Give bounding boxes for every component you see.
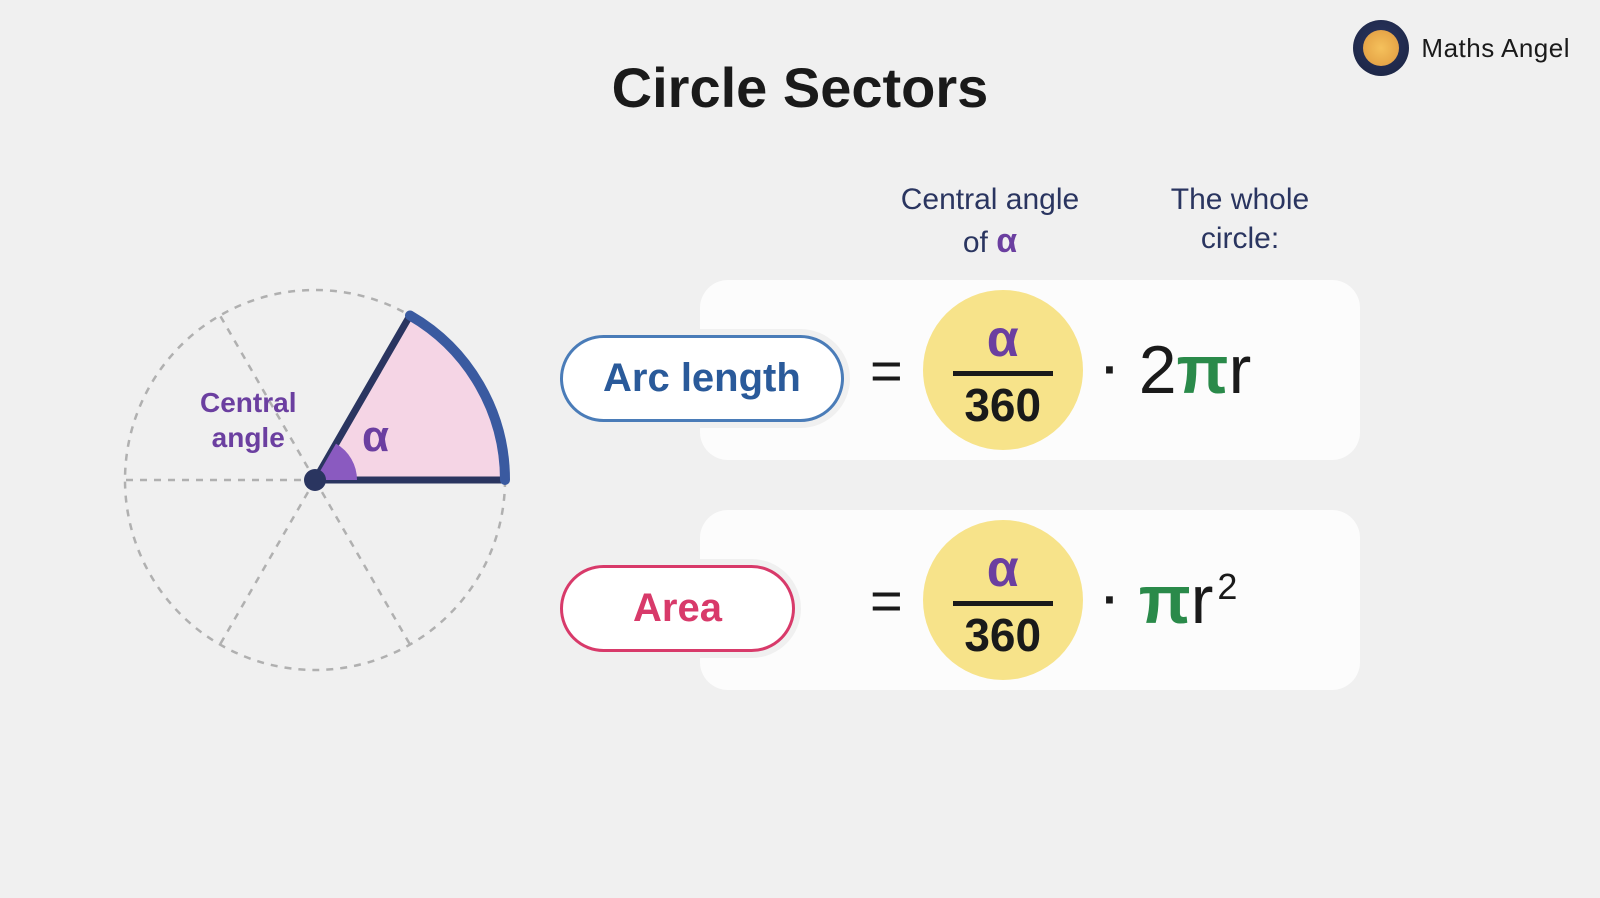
header2-line2: circle: (1201, 222, 1279, 255)
brand-block: Maths Angel (1353, 20, 1570, 76)
arc-rhs: 2πr (1139, 331, 1252, 409)
arc-frac-num: α (987, 313, 1019, 365)
arc-fraction: α 360 (923, 290, 1083, 450)
area-card: = α 360 · πr2 (700, 510, 1360, 690)
page-title: Circle Sectors (612, 55, 989, 120)
header1-line1: Central angle (901, 183, 1079, 216)
center-dot (304, 469, 326, 491)
alpha-label: α (362, 412, 389, 462)
central-angle-label: Central angle (200, 385, 296, 455)
sector-svg (115, 280, 515, 680)
area-pill: Area (560, 565, 795, 652)
area-fraction: α 360 (923, 520, 1083, 680)
column-headers: Central angle of α The whole circle: (880, 180, 1340, 263)
arc-length-pill: Arc length (560, 335, 844, 422)
central-label-line1: Central (200, 387, 296, 418)
arc-pi: π (1177, 331, 1229, 409)
area-frac-num: α (987, 543, 1019, 595)
area-frac-denom: 360 (964, 612, 1041, 658)
header2-line1: The whole (1171, 183, 1309, 216)
header1-prefix: of (963, 226, 996, 259)
arc-dot: · (1103, 343, 1119, 398)
header1-alpha: α (996, 222, 1017, 260)
area-pi: π (1139, 561, 1191, 639)
area-r: r (1191, 561, 1214, 639)
arc-formula-body: = α 360 · 2πr (870, 290, 1251, 450)
area-formula-body: = α 360 · πr2 (870, 520, 1233, 680)
brand-logo-icon (1353, 20, 1409, 76)
central-label-line2: angle (212, 422, 285, 453)
header-whole-circle: The whole circle: (1140, 180, 1340, 263)
area-rhs: πr2 (1139, 561, 1234, 639)
arc-two: 2 (1139, 331, 1177, 409)
header-central-angle: Central angle of α (880, 180, 1100, 263)
brand-name: Maths Angel (1421, 33, 1570, 64)
area-sup: 2 (1217, 566, 1237, 608)
area-frac-bar (953, 601, 1053, 606)
arc-frac-denom: 360 (964, 382, 1041, 428)
arc-r: r (1229, 331, 1252, 409)
area-equals: = (870, 568, 903, 633)
sector-diagram (115, 280, 515, 680)
area-dot: · (1103, 573, 1119, 628)
arc-frac-bar (953, 371, 1053, 376)
arc-equals: = (870, 338, 903, 403)
